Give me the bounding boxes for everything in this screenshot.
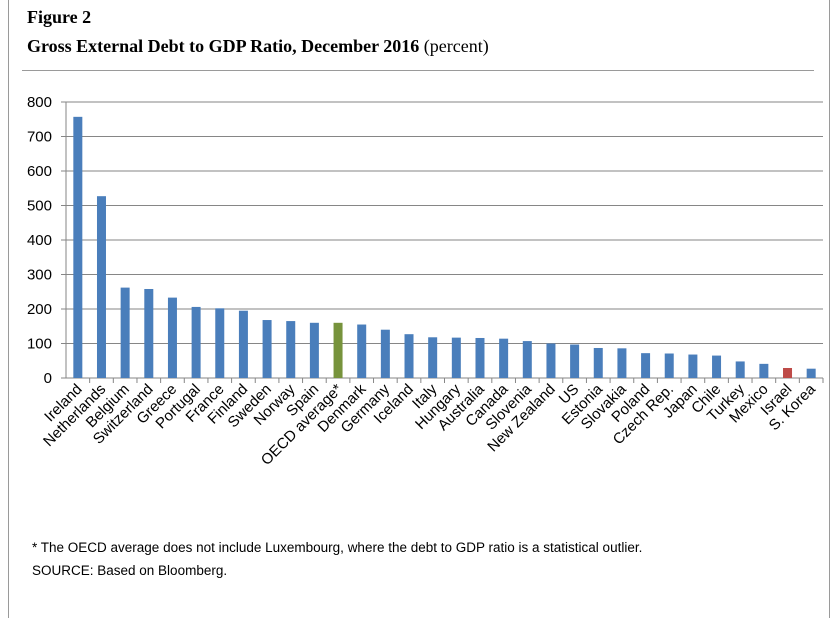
y-tick-label: 800 xyxy=(27,94,52,111)
bar xyxy=(333,322,343,378)
figure-title-text: Gross External Debt to GDP Ratio, Decemb… xyxy=(27,36,420,56)
source-note: SOURCE: Based on Bloomberg. xyxy=(32,563,228,578)
bar xyxy=(451,337,461,378)
bar xyxy=(73,116,83,379)
figure-frame xyxy=(8,0,830,618)
bar xyxy=(215,308,225,378)
bar xyxy=(593,347,603,378)
bar xyxy=(380,329,390,378)
y-tick-label: 600 xyxy=(27,163,52,180)
bar xyxy=(428,337,438,378)
bar xyxy=(664,353,674,378)
bar xyxy=(404,334,414,378)
bar xyxy=(238,310,248,378)
y-tick-label: 100 xyxy=(27,336,52,353)
bar xyxy=(617,348,627,378)
bar xyxy=(688,354,698,378)
bar xyxy=(522,341,532,378)
y-tick-label: 0 xyxy=(44,370,52,387)
bar xyxy=(806,368,816,378)
bar xyxy=(570,344,580,378)
bar xyxy=(120,287,130,378)
bar xyxy=(357,324,367,378)
bar xyxy=(96,196,106,378)
title-divider xyxy=(22,70,814,71)
bar xyxy=(167,297,177,378)
bar xyxy=(499,338,509,378)
bar xyxy=(641,353,651,378)
bar xyxy=(759,363,769,378)
bar xyxy=(286,321,296,378)
y-tick-label: 700 xyxy=(27,129,52,146)
y-tick-label: 400 xyxy=(27,232,52,249)
bar xyxy=(262,320,272,378)
y-tick-label: 500 xyxy=(27,198,52,215)
bar xyxy=(783,367,793,378)
y-tick-label: 300 xyxy=(27,267,52,284)
figure-title: Gross External Debt to GDP Ratio, Decemb… xyxy=(27,36,489,57)
bar xyxy=(546,343,556,378)
bar xyxy=(712,355,722,378)
bar xyxy=(309,322,319,378)
figure-label: Figure 2 xyxy=(27,7,92,27)
bar xyxy=(475,337,485,378)
bar xyxy=(144,288,154,378)
y-tick-label: 200 xyxy=(27,301,52,318)
bar xyxy=(191,306,201,378)
figure-title-unit: (percent) xyxy=(423,36,489,56)
footnote: * The OECD average does not include Luxe… xyxy=(32,540,643,555)
bar xyxy=(735,361,745,378)
